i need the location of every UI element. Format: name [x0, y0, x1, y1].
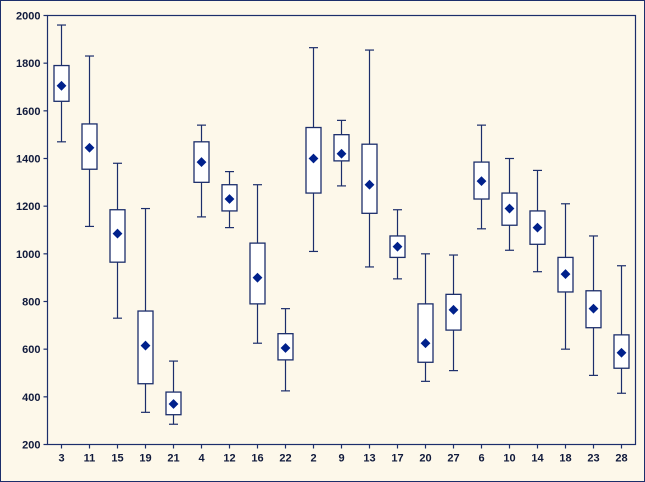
x-tick-label: 17 [391, 453, 403, 465]
x-tick-label: 20 [419, 453, 431, 465]
box [417, 303, 434, 363]
x-tick-label: 4 [198, 453, 205, 465]
x-tick-label: 3 [58, 453, 64, 465]
median-marker [448, 304, 459, 315]
median-marker [476, 176, 487, 187]
median-marker [616, 347, 627, 358]
median-marker [140, 340, 151, 351]
median-marker [336, 148, 347, 159]
x-tick-label: 21 [167, 453, 179, 465]
box [361, 143, 378, 214]
median-marker [504, 203, 515, 214]
median-marker [532, 222, 543, 233]
y-tick-label: 800 [22, 297, 40, 309]
x-tick-label: 15 [111, 453, 123, 465]
x-tick-label: 16 [251, 453, 263, 465]
median-marker [560, 269, 571, 279]
y-tick-label: 2000 [16, 11, 40, 23]
median-marker [224, 194, 235, 204]
y-tick-label: 1000 [16, 249, 40, 261]
median-marker [420, 338, 431, 349]
y-tick-label: 400 [22, 392, 40, 404]
x-tick-label: 11 [84, 453, 96, 465]
x-tick-label: 19 [139, 453, 151, 465]
median-marker [196, 157, 207, 167]
x-tick-label: 13 [363, 453, 375, 465]
median-marker [252, 272, 263, 283]
median-marker [308, 153, 319, 164]
median-marker [84, 142, 95, 153]
x-tick-label: 23 [587, 453, 599, 465]
x-tick-label: 9 [338, 453, 344, 465]
y-tick-label: 200 [22, 440, 40, 452]
plot-frame [46, 14, 637, 446]
x-tick-label: 2 [310, 453, 316, 465]
x-tick-label: 18 [559, 453, 571, 465]
y-tick-label: 1600 [16, 106, 40, 118]
x-tick-label: 6 [478, 453, 484, 465]
y-tick-label: 1800 [16, 58, 40, 70]
x-tick-label: 12 [223, 453, 235, 465]
median-marker [392, 241, 403, 252]
median-marker [168, 399, 179, 409]
y-tick-label: 1400 [16, 154, 40, 166]
x-tick-label: 14 [531, 453, 544, 465]
y-tick-label: 1200 [16, 201, 40, 213]
median-marker [280, 343, 291, 353]
median-marker [112, 228, 123, 239]
y-tick-label: 600 [22, 344, 40, 356]
median-marker [588, 303, 599, 314]
median-marker [56, 80, 67, 91]
x-tick-label: 10 [503, 453, 515, 465]
x-tick-label: 22 [279, 453, 291, 465]
x-tick-label: 28 [615, 453, 627, 465]
median-marker [364, 179, 375, 190]
x-tick-label: 27 [447, 453, 459, 465]
